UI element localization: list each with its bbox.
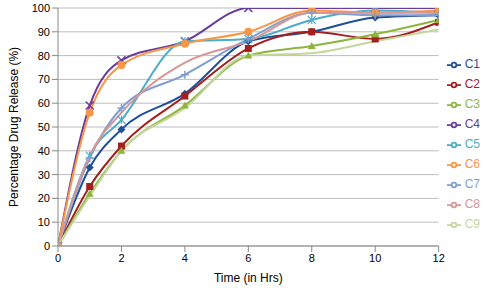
html-text:C5: C5	[464, 137, 480, 151]
svg-text:8: 8	[309, 252, 315, 264]
html-text:C6: C6	[464, 157, 480, 171]
svg-text:0: 0	[55, 252, 61, 264]
html-text:C9: C9	[464, 217, 480, 231]
html-text:C7: C7	[464, 177, 480, 191]
svg-text:0: 0	[44, 240, 50, 252]
svg-text:10: 10	[38, 216, 50, 228]
svg-text:4: 4	[182, 252, 188, 264]
svg-text:60: 60	[38, 97, 50, 109]
svg-text:12: 12	[433, 252, 445, 264]
svg-text:Time (in Hrs): Time (in Hrs)	[214, 271, 283, 285]
svg-text:2: 2	[118, 252, 124, 264]
svg-text:40: 40	[38, 145, 50, 157]
html-text:C1: C1	[464, 57, 480, 71]
html-text:C8: C8	[464, 197, 480, 211]
svg-text:30: 30	[38, 169, 50, 181]
svg-text:6: 6	[245, 252, 251, 264]
svg-text:50: 50	[38, 121, 50, 133]
html-text:C2: C2	[464, 77, 480, 91]
svg-text:100: 100	[32, 2, 50, 14]
svg-text:90: 90	[38, 26, 50, 38]
svg-text:Percentage Drug Release (%): Percentage Drug Release (%)	[8, 47, 21, 207]
svg-text:10: 10	[369, 252, 381, 264]
html-text:C3: C3	[464, 97, 480, 111]
svg-text:80: 80	[38, 50, 50, 62]
svg-text:70: 70	[38, 73, 50, 85]
svg-text:20: 20	[38, 192, 50, 204]
html-text:C4: C4	[464, 117, 480, 131]
